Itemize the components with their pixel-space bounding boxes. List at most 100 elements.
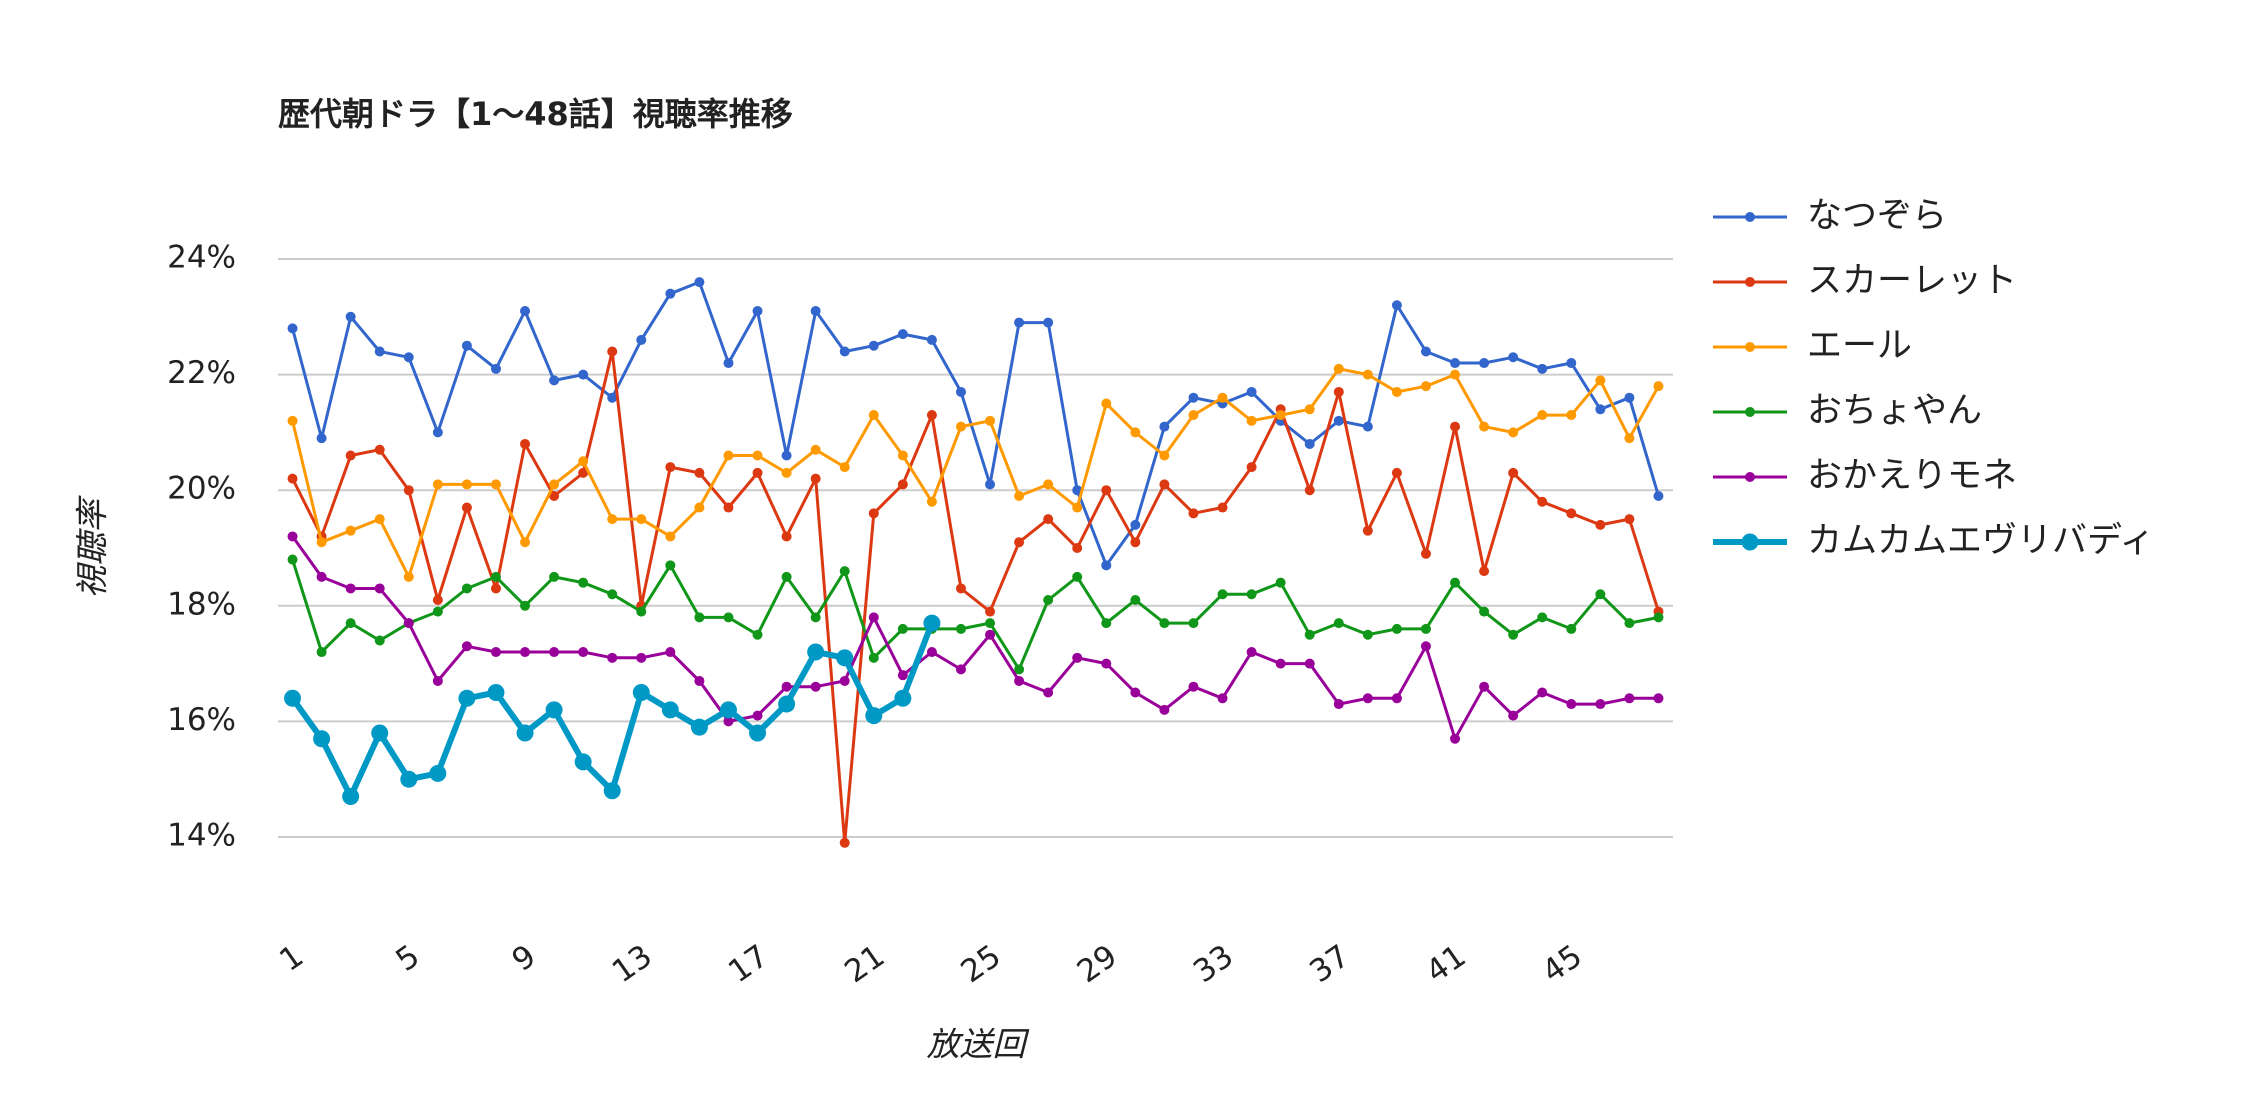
data-point xyxy=(549,571,560,582)
data-point xyxy=(287,531,298,542)
data-point xyxy=(1595,589,1606,600)
data-point xyxy=(661,701,679,719)
data-point xyxy=(985,479,996,490)
series-line xyxy=(291,535,1659,741)
data-point xyxy=(1014,317,1025,328)
data-point xyxy=(1304,404,1315,415)
data-point xyxy=(1275,577,1286,588)
data-point xyxy=(1362,525,1373,536)
x-tick-label: 33 xyxy=(1187,938,1240,990)
data-point xyxy=(778,695,796,713)
legend-label: なつぞら xyxy=(1807,196,1947,236)
data-point xyxy=(1479,566,1490,577)
data-point xyxy=(461,641,472,652)
data-point xyxy=(897,479,908,490)
data-point xyxy=(1420,381,1431,392)
data-point xyxy=(781,681,792,692)
x-axis-title: 放送回 xyxy=(927,1025,1030,1064)
data-point xyxy=(810,612,821,623)
data-point xyxy=(1450,369,1461,380)
series xyxy=(287,277,1664,571)
data-point xyxy=(374,514,385,525)
legend-label: スカーレット xyxy=(1807,261,2017,301)
data-point xyxy=(374,346,385,357)
y-tick-label: 20% xyxy=(167,471,236,507)
data-point xyxy=(1624,433,1635,444)
x-tick-label: 41 xyxy=(1420,938,1473,990)
data-point xyxy=(1479,421,1490,432)
data-point xyxy=(1624,392,1635,403)
data-point xyxy=(723,502,734,513)
data-point xyxy=(1391,386,1402,397)
x-tick-label: 25 xyxy=(955,938,1008,990)
data-point xyxy=(1159,479,1170,490)
data-point xyxy=(1246,647,1257,658)
data-point xyxy=(1188,508,1199,519)
legend-swatch-dot xyxy=(1745,277,1755,287)
data-point xyxy=(578,647,589,658)
data-point xyxy=(607,589,618,600)
data-point xyxy=(403,352,414,363)
data-point xyxy=(1595,519,1606,530)
data-point xyxy=(1537,410,1548,421)
data-point xyxy=(345,618,356,629)
data-point xyxy=(461,583,472,594)
data-point xyxy=(432,595,443,606)
data-point xyxy=(1362,693,1373,704)
data-point xyxy=(1595,375,1606,386)
data-point xyxy=(1333,699,1344,710)
data-point xyxy=(1246,386,1257,397)
data-point xyxy=(636,606,647,617)
data-point xyxy=(345,583,356,594)
data-point xyxy=(694,612,705,623)
data-point xyxy=(839,346,850,357)
data-point xyxy=(371,724,389,742)
legend-item: なつぞら xyxy=(1713,196,1947,236)
data-point xyxy=(461,479,472,490)
data-point xyxy=(1450,577,1461,588)
data-point xyxy=(985,618,996,629)
legend-swatch-dot xyxy=(1745,407,1755,417)
data-point xyxy=(1159,421,1170,432)
data-point xyxy=(1014,537,1025,548)
data-point xyxy=(1275,658,1286,669)
data-point xyxy=(1130,427,1141,438)
data-point xyxy=(665,462,676,473)
data-point xyxy=(1130,687,1141,698)
data-point xyxy=(578,369,589,380)
data-point xyxy=(1537,363,1548,374)
legend-swatch-dot xyxy=(1745,472,1755,482)
data-point xyxy=(1304,485,1315,496)
data-point xyxy=(1537,687,1548,698)
data-point xyxy=(1333,386,1344,397)
legend-item: おちょやん xyxy=(1713,391,1982,431)
data-point xyxy=(690,718,708,736)
data-point xyxy=(432,606,443,617)
data-point xyxy=(810,444,821,455)
data-point xyxy=(1391,467,1402,478)
series-line xyxy=(290,622,935,800)
x-tick-label: 29 xyxy=(1071,938,1124,990)
series-line xyxy=(291,559,1659,671)
data-point xyxy=(287,323,298,334)
data-point xyxy=(603,782,621,800)
data-point xyxy=(1508,710,1519,721)
legend-item: エール xyxy=(1713,326,1912,366)
data-point xyxy=(1043,687,1054,698)
data-point xyxy=(781,467,792,478)
data-point xyxy=(1508,427,1519,438)
data-point xyxy=(955,386,966,397)
data-point xyxy=(607,392,618,403)
data-point xyxy=(1159,704,1170,715)
data-point xyxy=(694,502,705,513)
data-point xyxy=(752,629,763,640)
data-point xyxy=(1072,652,1083,663)
data-point xyxy=(1246,462,1257,473)
data-point xyxy=(868,612,879,623)
data-point xyxy=(400,770,418,788)
data-point xyxy=(520,600,531,611)
data-point xyxy=(432,675,443,686)
data-point xyxy=(374,635,385,646)
data-point xyxy=(926,410,937,421)
